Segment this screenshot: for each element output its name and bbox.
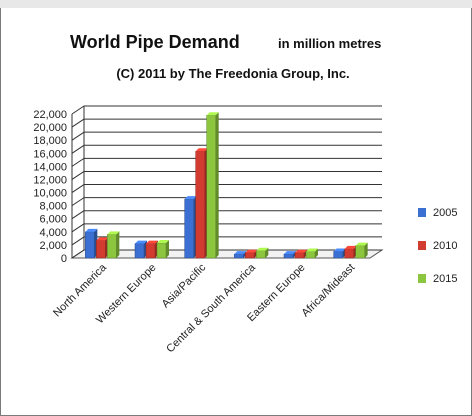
gridline-depth: [71, 118, 85, 128]
gridline-depth: [71, 184, 85, 193]
bar-2010-1: [96, 237, 109, 259]
gridline-depth: [71, 210, 85, 220]
y-tick-label: 18,000: [33, 135, 67, 147]
category-label: Africa/Mideast: [300, 262, 358, 320]
y-tick-labels: 02,0004,0006,0008,00010,00012,00014,0001…: [33, 109, 67, 265]
legend-label: 2015: [433, 273, 457, 285]
chart-title-unit: in million metres: [278, 36, 381, 51]
y-tick-label: 22,000: [33, 109, 67, 121]
bar-2015-3: [206, 112, 219, 259]
bar-2015-4: [256, 247, 269, 259]
y-tick-label: 16,000: [33, 148, 67, 160]
bar-2010-2: [145, 240, 158, 259]
legend: 2005 2010 2015: [418, 207, 457, 285]
bar-2010-3: [195, 148, 208, 259]
bar-2015-2: [156, 239, 169, 259]
bar-2010-6: [344, 245, 357, 259]
y-tick-label: 0: [61, 253, 67, 265]
category-label: Central & South America: [164, 261, 258, 355]
legend-swatch: [418, 208, 426, 217]
y-tick-label: 14,000: [33, 161, 67, 173]
gridline-depth: [71, 236, 85, 246]
category-label: Asia/Pacific: [160, 261, 209, 310]
gridline-depth: [71, 131, 85, 141]
legend-item-2010: 2010: [418, 240, 457, 252]
y-tick-label: 4,000: [39, 227, 67, 239]
legend-item-2005: 2005: [418, 207, 457, 219]
chart-title: World Pipe Demand: [70, 32, 240, 52]
gridline-depth: [71, 249, 85, 259]
legend-item-2015: 2015: [418, 273, 457, 285]
bar-2015-6: [355, 242, 368, 259]
legend-swatch: [418, 274, 426, 283]
bar-2005-1: [85, 228, 98, 259]
y-tick-label: 8,000: [39, 201, 67, 213]
top-strip: [0, 0, 472, 8]
y-tick-label: 6,000: [39, 214, 67, 226]
legend-label: 2005: [433, 207, 457, 219]
bar-2005-6: [333, 248, 346, 259]
bar-2005-3: [184, 196, 197, 259]
bar-2015-1: [107, 231, 120, 259]
y-tick-label: 12,000: [33, 174, 67, 186]
gridline-depth: [71, 197, 85, 207]
gridline-depth: [71, 144, 85, 154]
gridline-depth: [71, 223, 85, 233]
bar-2015-5: [305, 248, 318, 259]
y-tick-label: 20,000: [33, 122, 67, 134]
legend-swatch: [418, 241, 426, 250]
y-tick-label: 2,000: [39, 240, 67, 252]
y-tick-label: 10,000: [33, 188, 67, 200]
bar-2005-2: [134, 240, 147, 259]
chart-subtitle: (C) 2011 by The Freedonia Group, Inc.: [116, 66, 349, 81]
gridline-depth: [71, 105, 85, 115]
legend-label: 2010: [433, 240, 457, 252]
bars-layer: [85, 112, 368, 259]
bar-2010-5: [294, 249, 307, 259]
gridline-depth: [71, 157, 85, 167]
bar-2010-4: [245, 249, 258, 259]
gridline-depth: [71, 171, 85, 180]
